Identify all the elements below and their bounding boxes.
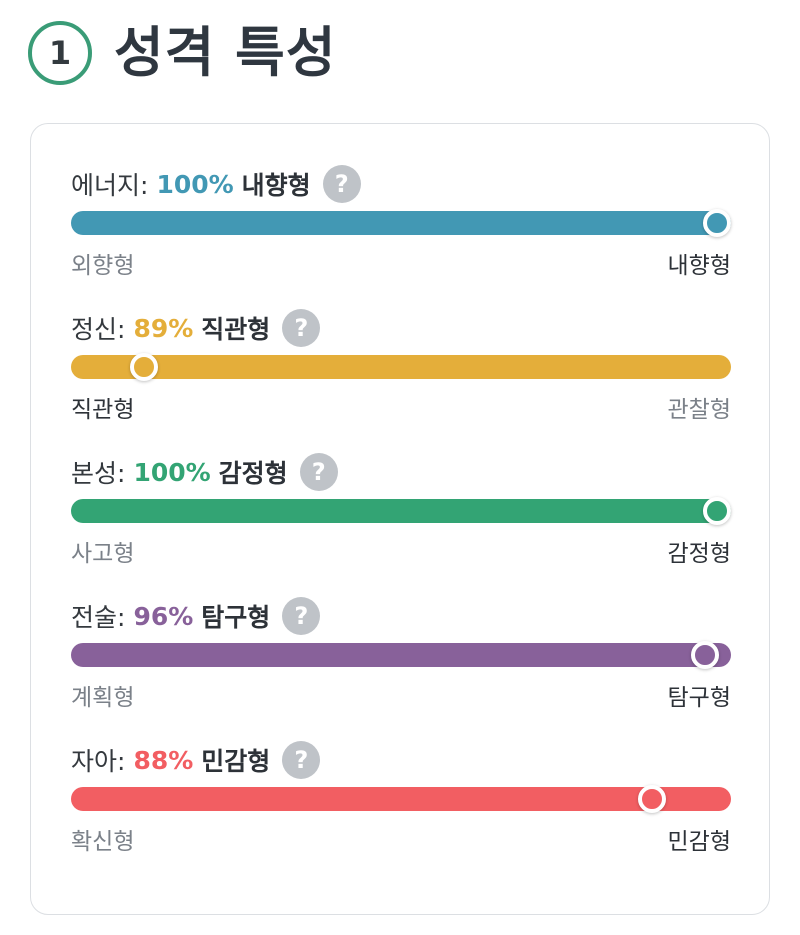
trait-heading: 정신: 89% 직관형 ? — [71, 308, 321, 348]
trait-type: 탐구형 — [201, 603, 271, 632]
help-icon[interactable]: ? — [282, 309, 321, 347]
section-title: 성격 특성 — [114, 21, 337, 84]
trait-name: 전술: — [71, 603, 126, 632]
trait-energy: 에너지: 100% 내향형 ? 외향형 내향형 — [71, 164, 731, 284]
trait-slider-track — [71, 641, 731, 669]
trait-type: 감정형 — [218, 459, 288, 488]
trait-percent: 96% — [133, 601, 194, 631]
trait-name: 정신: — [71, 315, 126, 344]
trait-slider-knob — [703, 209, 731, 237]
help-icon[interactable]: ? — [282, 597, 321, 635]
trait-heading: 자아: 88% 민감형 ? — [71, 740, 321, 780]
trait-name: 자아: — [71, 747, 126, 776]
help-icon[interactable]: ? — [322, 165, 361, 203]
help-icon[interactable]: ? — [282, 741, 321, 779]
trait-percent: 89% — [133, 313, 194, 343]
trait-slider-knob — [129, 353, 158, 381]
trait-type: 내향형 — [241, 171, 311, 200]
trait-left-label: 사고형 — [71, 541, 135, 567]
step-number-badge: 1 — [28, 21, 92, 85]
trait-right-label: 탐구형 — [667, 685, 731, 711]
trait-heading: 에너지: 100% 내향형 ? — [71, 164, 361, 204]
trait-name: 에너지: — [71, 171, 149, 200]
trait-right-label: 감정형 — [667, 541, 731, 567]
trait-slider-knob — [690, 641, 719, 669]
trait-slider-knob — [703, 497, 731, 525]
trait-right-label: 관찰형 — [667, 397, 731, 423]
trait-type: 직관형 — [201, 315, 271, 344]
trait-percent: 88% — [133, 745, 194, 775]
trait-right-label: 내향형 — [667, 253, 731, 279]
trait-left-label: 직관형 — [71, 397, 135, 423]
section-header: 1 성격 특성 — [28, 14, 337, 92]
trait-identity: 자아: 88% 민감형 ? 확신형 민감형 — [71, 740, 731, 860]
trait-name: 본성: — [71, 459, 126, 488]
trait-slider-knob — [637, 785, 666, 813]
trait-type: 민감형 — [201, 747, 271, 776]
help-icon[interactable]: ? — [299, 453, 338, 491]
personality-traits-card: 에너지: 100% 내향형 ? 외향형 내향형 정신: 89% 직관형 ? 직관… — [30, 123, 770, 915]
trait-mind: 정신: 89% 직관형 ? 직관형 관찰형 — [71, 308, 731, 428]
trait-percent: 100% — [156, 169, 234, 199]
trait-heading: 전술: 96% 탐구형 ? — [71, 596, 321, 636]
trait-slider-track — [71, 209, 731, 237]
trait-heading: 본성: 100% 감정형 ? — [71, 452, 338, 492]
trait-percent: 100% — [133, 457, 211, 487]
trait-right-label: 민감형 — [667, 829, 731, 855]
trait-slider-track — [71, 353, 731, 381]
trait-left-label: 계획형 — [71, 685, 135, 711]
trait-slider-track — [71, 785, 731, 813]
trait-tactics: 전술: 96% 탐구형 ? 계획형 탐구형 — [71, 596, 731, 716]
trait-nature: 본성: 100% 감정형 ? 사고형 감정형 — [71, 452, 731, 572]
trait-left-label: 확신형 — [71, 829, 135, 855]
trait-left-label: 외향형 — [71, 253, 135, 279]
trait-slider-track — [71, 497, 731, 525]
